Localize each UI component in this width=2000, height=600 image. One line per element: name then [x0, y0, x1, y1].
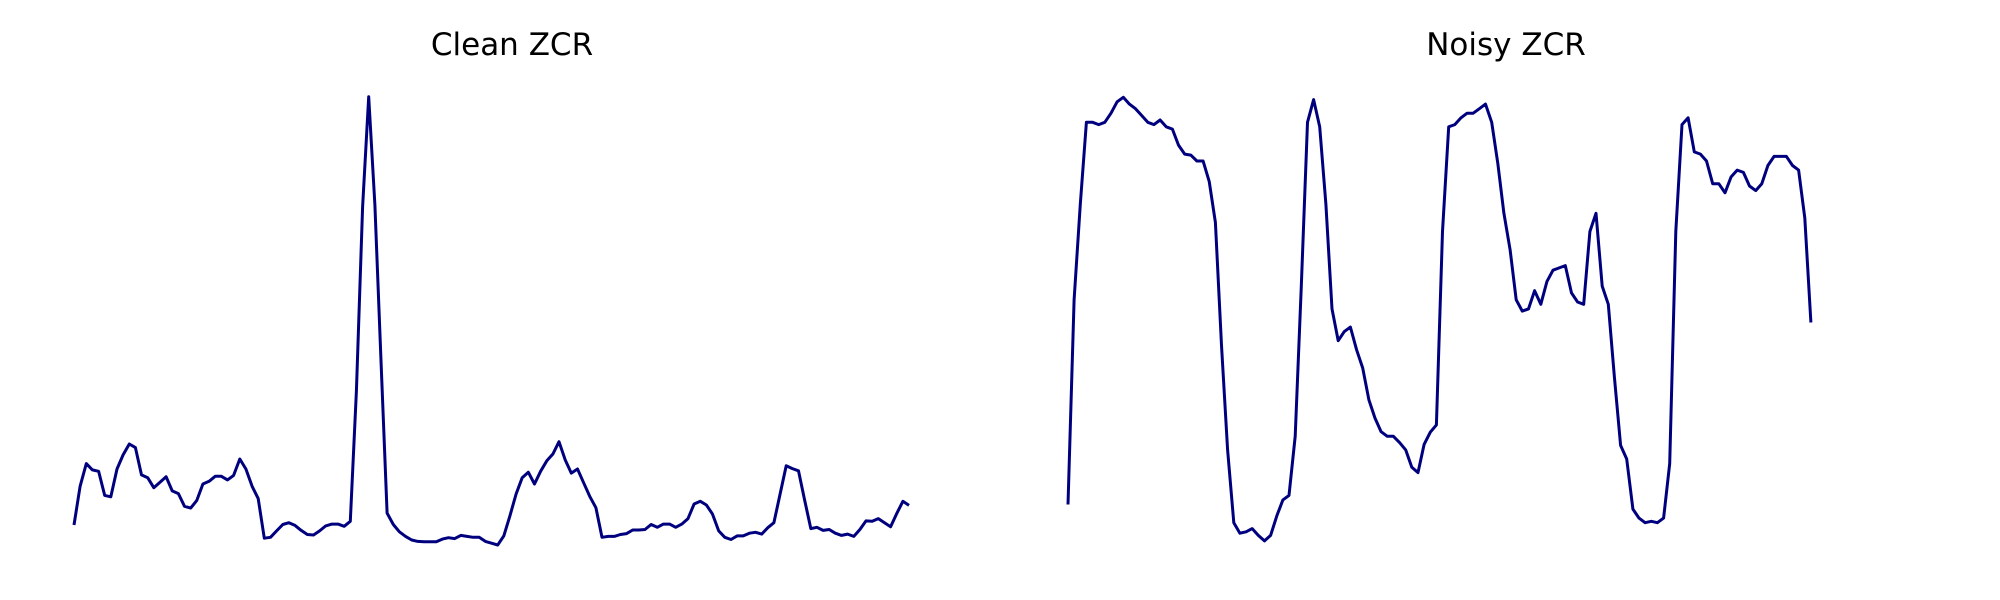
noisy-zcr-chart: Noisy ZCR — [1066, 27, 1813, 543]
series-line-0-0 — [72, 95, 910, 547]
clean-zcr-chart: Clean ZCR — [72, 27, 910, 547]
chart-title-noisy: Noisy ZCR — [1426, 27, 1586, 63]
clean-zcr-plot-area — [72, 95, 910, 547]
series-line-1-0 — [1066, 95, 1813, 543]
chart-title-clean: Clean ZCR — [431, 27, 593, 63]
noisy-zcr-plot-area — [1066, 95, 1813, 543]
